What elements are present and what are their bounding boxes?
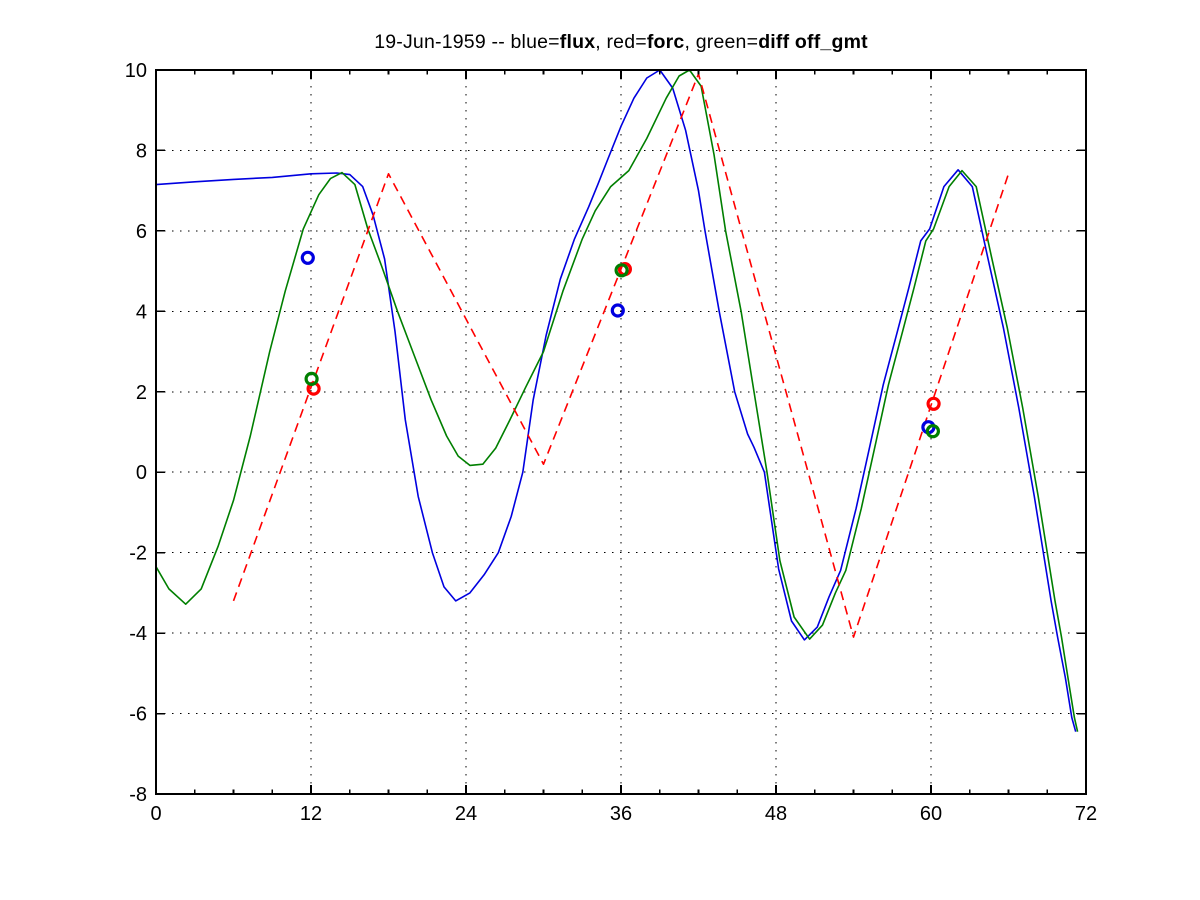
y-tick-label: -8 bbox=[129, 784, 147, 806]
x-tick-label: 36 bbox=[610, 803, 632, 825]
y-tick-label: -4 bbox=[129, 623, 147, 645]
x-tick-label: 0 bbox=[150, 803, 161, 825]
y-tick-label: 6 bbox=[136, 221, 147, 243]
title-segment: , red= bbox=[595, 31, 647, 53]
title-segment: , green= bbox=[684, 31, 759, 53]
x-tick-label: 72 bbox=[1075, 803, 1097, 825]
flux-obs-marker bbox=[300, 250, 315, 265]
title-segment: flux bbox=[559, 31, 596, 53]
y-tick-label: 0 bbox=[136, 462, 147, 484]
y-tick-label: 10 bbox=[125, 60, 147, 82]
x-tick-labels: 0 12 24 36 48 60 72 bbox=[150, 803, 1097, 825]
series-diff-line bbox=[155, 69, 1079, 732]
diff-obs-marker bbox=[925, 424, 941, 439]
series-flux-line bbox=[155, 69, 1077, 732]
diff-obs-marker bbox=[614, 263, 629, 278]
markers-diff-obs bbox=[304, 263, 941, 439]
diff-obs-marker bbox=[304, 371, 319, 386]
flux-obs-marker bbox=[610, 303, 625, 318]
y-tick-label: 8 bbox=[136, 140, 147, 162]
chart-title: 19-Jun-1959 -- blue=flux, red=forc, gree… bbox=[156, 31, 1086, 54]
y-tick-labels: -8 -6 -4 -2 0 2 4 6 8 10 bbox=[125, 60, 147, 806]
x-tick-label: 12 bbox=[300, 803, 322, 825]
y-tick-label: -2 bbox=[129, 543, 147, 565]
axis-box bbox=[155, 69, 1087, 795]
x-tick-label: 48 bbox=[765, 803, 787, 825]
forc-obs-marker bbox=[926, 396, 941, 411]
y-tick-label: 2 bbox=[136, 382, 147, 404]
grid-lines bbox=[156, 70, 1086, 794]
x-tick-label: 24 bbox=[455, 803, 477, 825]
axis-ticks bbox=[155, 69, 1087, 795]
title-segment: forc bbox=[646, 31, 685, 53]
title-segment: 19-Jun-1959 -- blue= bbox=[374, 31, 560, 53]
title-segment: diff off_gmt bbox=[758, 31, 868, 53]
x-tick-label: 60 bbox=[920, 803, 942, 825]
markers-forc-obs bbox=[306, 262, 941, 411]
y-tick-label: 4 bbox=[136, 301, 147, 323]
y-tick-label: -6 bbox=[129, 704, 147, 726]
